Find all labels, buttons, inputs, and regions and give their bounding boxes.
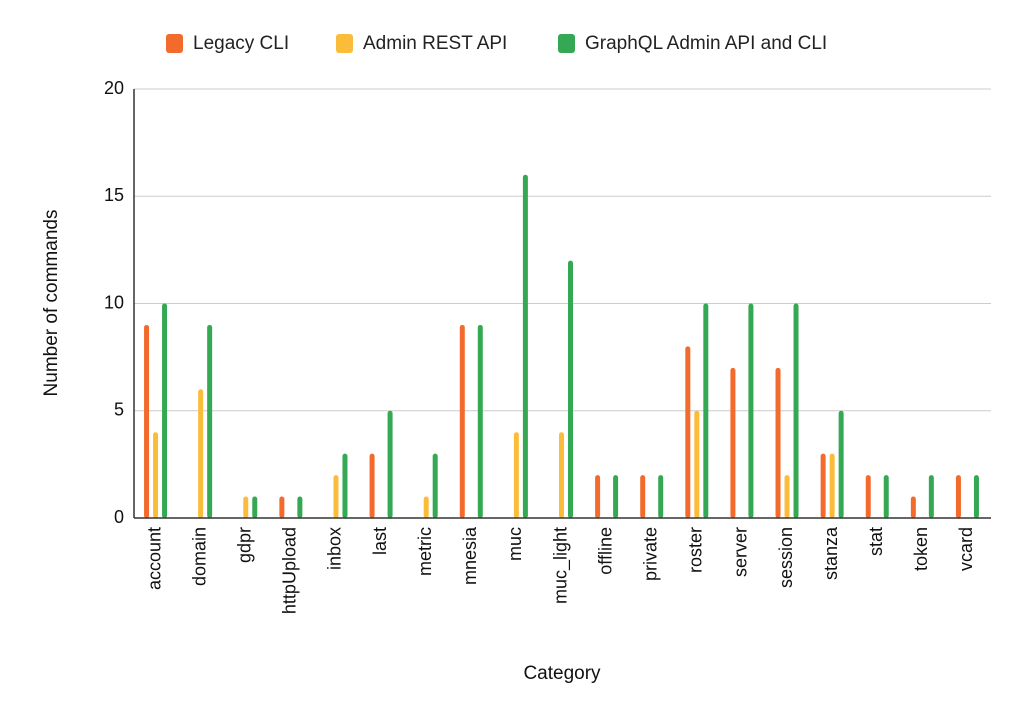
bar-muc-series-2: [522, 174, 528, 519]
bar-account-series-2: [162, 303, 168, 518]
legend-label: Admin REST API: [363, 33, 507, 54]
bar-private-series-0: [640, 475, 646, 518]
bar-httpUpload-series-2: [297, 496, 303, 518]
bar-stanza-series-2: [838, 410, 844, 518]
legend-swatch: [166, 34, 183, 53]
x-tick-label: roster: [686, 527, 706, 573]
bar-muc-series-1: [513, 432, 519, 518]
bar-roster-series-1: [694, 410, 700, 518]
y-tick-label: 20: [104, 78, 124, 98]
x-tick-label: token: [911, 527, 931, 571]
bar-session-series-1: [784, 475, 790, 518]
bar-server-series-2: [748, 303, 754, 518]
x-tick-label: offline: [595, 527, 615, 575]
x-tick-label: domain: [189, 527, 209, 586]
x-tick-label: vcard: [956, 527, 976, 571]
legend-label: Legacy CLI: [193, 33, 289, 54]
x-tick-label: private: [640, 527, 660, 581]
legend-swatch: [558, 34, 575, 53]
bar-session-series-2: [793, 303, 799, 518]
bar-server-series-0: [730, 367, 736, 518]
x-tick-label: muc: [505, 527, 525, 561]
bar-mnesia-series-0: [459, 324, 465, 518]
bar-token-series-2: [928, 475, 934, 518]
bar-vcard-series-0: [955, 475, 961, 518]
x-tick-label: session: [776, 527, 796, 588]
x-axis-title: Category: [523, 663, 601, 684]
bar-stat-series-2: [883, 475, 889, 518]
x-tick-label: inbox: [325, 527, 345, 570]
y-tick-label: 5: [114, 400, 124, 420]
y-axis-title: Number of commands: [41, 210, 62, 397]
bar-muc_light-series-1: [559, 432, 564, 518]
bar-inbox-series-1: [333, 475, 339, 518]
bar-offline-series-0: [595, 475, 601, 518]
bar-stanza-series-0: [820, 453, 826, 518]
bar-gdpr-series-1: [243, 496, 249, 518]
bar-vcard-series-2: [973, 475, 979, 518]
bar-muc_light-series-2: [568, 260, 573, 518]
bar-metric-series-1: [423, 496, 429, 518]
y-axis-ticks: 0 5 10 15 20: [104, 78, 124, 527]
x-tick-label: metric: [415, 527, 435, 576]
bar-token-series-0: [910, 496, 916, 518]
bar-session-series-0: [775, 367, 781, 518]
bar-roster-series-2: [703, 303, 709, 518]
x-tick-label: account: [144, 527, 164, 590]
legend-label: GraphQL Admin API and CLI: [585, 33, 827, 54]
bar-last-series-0: [369, 453, 375, 518]
y-tick-label: 15: [104, 185, 124, 205]
bar-roster-series-0: [685, 346, 691, 518]
x-tick-label: stanza: [821, 526, 841, 580]
y-tick-label: 10: [104, 292, 124, 312]
legend: Legacy CLI Admin REST API GraphQL Admin AP…: [166, 33, 827, 54]
bar-account-series-1: [153, 432, 159, 518]
bar-offline-series-2: [613, 475, 619, 518]
x-tick-label: muc_light: [550, 527, 571, 604]
bar-httpUpload-series-0: [279, 496, 285, 518]
x-tick-label: stat: [866, 527, 886, 556]
bar-account-series-0: [144, 324, 150, 518]
x-tick-label: gdpr: [235, 527, 255, 563]
bar-domain-series-2: [207, 324, 213, 518]
bar-private-series-2: [658, 475, 664, 518]
bar-stat-series-0: [865, 475, 871, 518]
x-tick-label: mnesia: [460, 526, 480, 585]
y-tick-label: 0: [114, 507, 124, 527]
gridlines: [134, 88, 991, 412]
bar-inbox-series-2: [342, 453, 348, 518]
bar-domain-series-1: [198, 389, 204, 518]
x-axis-categories: account domain gdpr httpUpload inbox last metr…: [144, 526, 976, 614]
bar-stanza-series-1: [829, 453, 835, 518]
bar-mnesia-series-2: [477, 324, 483, 518]
bar-gdpr-series-2: [252, 496, 258, 518]
legend-swatch: [336, 34, 353, 53]
x-tick-label: last: [370, 527, 390, 555]
x-tick-label: httpUpload: [280, 527, 300, 614]
bar-last-series-2: [387, 410, 393, 518]
bars: [144, 174, 979, 519]
bar-metric-series-2: [432, 453, 438, 518]
x-tick-label: server: [731, 527, 751, 577]
